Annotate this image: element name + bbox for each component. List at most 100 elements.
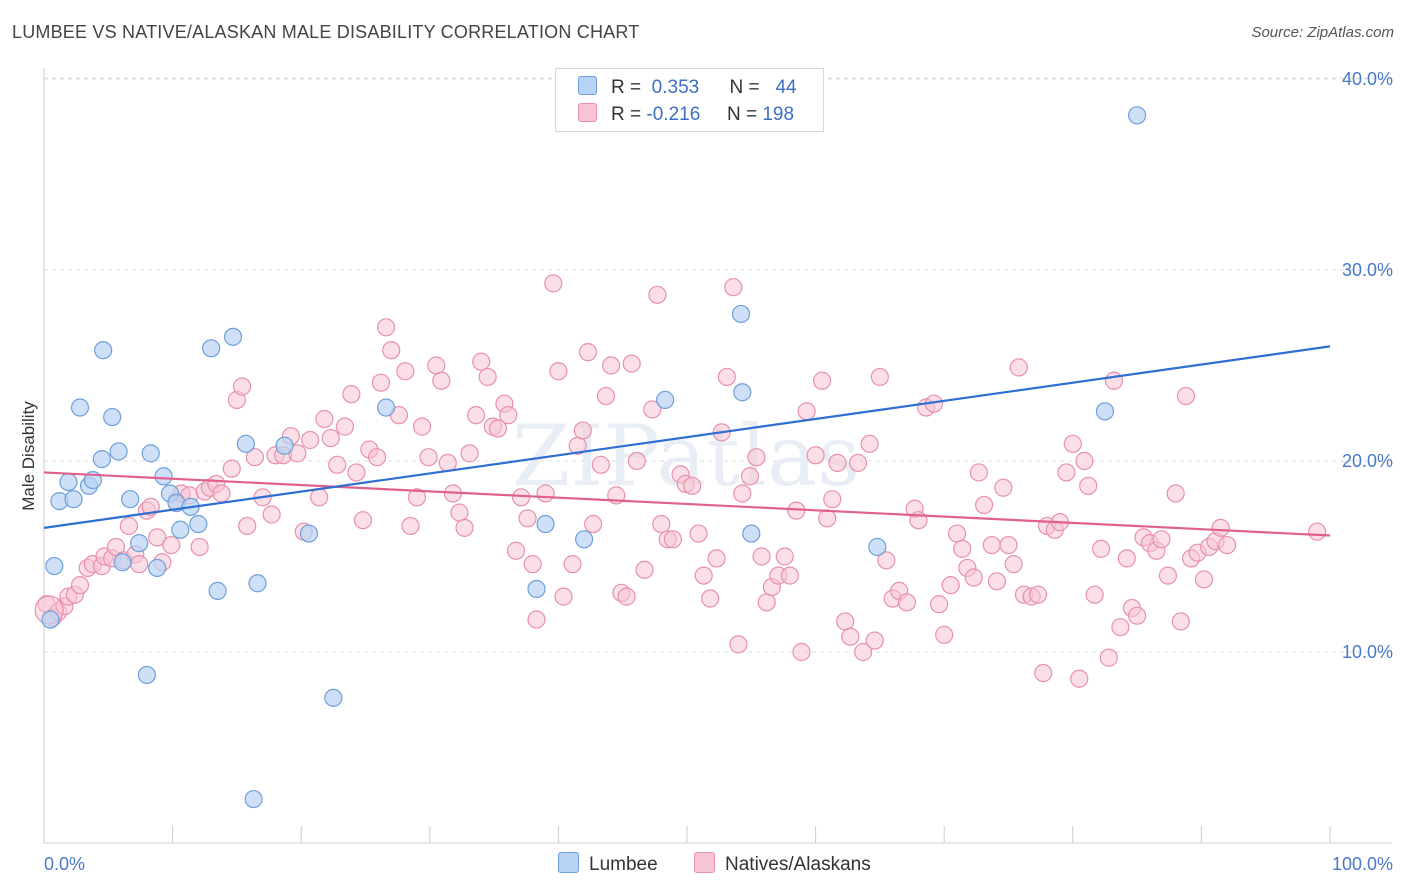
- natives-point: [1308, 522, 1327, 541]
- natives-point: [643, 400, 662, 419]
- natives-point: [870, 367, 890, 387]
- natives-point: [627, 451, 646, 471]
- lumbee-point: [171, 520, 190, 539]
- natives-point: [617, 587, 636, 606]
- natives-point: [549, 362, 568, 381]
- natives-point: [775, 547, 794, 566]
- natives-point: [301, 430, 320, 450]
- lumbee-point: [130, 534, 149, 553]
- natives-point: [367, 448, 387, 467]
- lumbee-point: [41, 610, 60, 629]
- natives-point: [854, 642, 873, 662]
- lumbee-point: [248, 574, 267, 593]
- lumbee-point: [202, 339, 221, 358]
- natives-point: [865, 631, 884, 650]
- natives-point: [1099, 648, 1118, 667]
- lumbee-point: [148, 558, 167, 578]
- legend-n-label: N =: [729, 77, 760, 98]
- natives-point: [729, 635, 748, 654]
- natives-point: [635, 560, 654, 579]
- natives-point: [427, 356, 446, 375]
- natives-point: [1085, 585, 1104, 604]
- natives-point: [232, 377, 252, 396]
- lumbee-point: [154, 467, 173, 486]
- lumbee-point: [113, 553, 132, 572]
- lumbee-point: [868, 537, 887, 557]
- lumbee-point: [536, 514, 555, 534]
- axes: [43, 68, 1392, 844]
- natives-point: [472, 352, 491, 371]
- natives-point: [602, 356, 621, 375]
- natives-point: [584, 514, 603, 534]
- lumbee-point: [103, 407, 122, 427]
- natives-point: [466, 406, 486, 425]
- source-label: Source: ZipAtlas.com: [1251, 24, 1394, 41]
- y-tick-label: 10.0%: [1342, 642, 1393, 662]
- natives-point: [596, 386, 616, 406]
- natives-point: [512, 488, 531, 507]
- natives-point: [438, 453, 457, 473]
- natives-point: [554, 587, 573, 606]
- natives-point: [573, 421, 592, 440]
- natives-point: [707, 549, 726, 568]
- natives-point: [841, 627, 860, 646]
- lumbee-point: [656, 390, 675, 409]
- natives-point: [1194, 570, 1214, 589]
- natives-point: [262, 505, 281, 524]
- natives-point: [315, 409, 334, 429]
- natives-point: [747, 448, 766, 467]
- lumbee-point: [70, 398, 90, 417]
- natives-point: [652, 514, 671, 534]
- natives-point: [1057, 463, 1076, 482]
- bottom-legend-lumbee: Lumbee: [558, 852, 658, 876]
- lumbee-point: [121, 490, 140, 509]
- natives-point: [1152, 530, 1171, 549]
- lumbee-point: [731, 304, 751, 324]
- natives-point: [757, 593, 776, 612]
- legend-n-value: 198: [762, 104, 795, 125]
- x-tick-label: 100.0%: [1332, 854, 1393, 874]
- natives-point: [999, 535, 1018, 555]
- lumbee-point: [137, 665, 156, 685]
- natives-point: [342, 385, 361, 404]
- natives-point: [460, 444, 479, 463]
- chart-title: LUMBEE VS NATIVE/ALASKAN MALE DISABILITY…: [12, 22, 640, 42]
- y-tick-label: 40.0%: [1342, 69, 1393, 89]
- legend-row-natives: R = -0.216 N = 198: [578, 103, 794, 127]
- natives-point: [1079, 476, 1098, 495]
- natives-point: [648, 285, 667, 304]
- natives-point: [499, 406, 518, 425]
- legend-n-label: N =: [726, 104, 758, 125]
- y-axis-label: Male Disability: [19, 401, 38, 511]
- natives-point: [518, 509, 537, 528]
- natives-point: [506, 541, 526, 560]
- natives-point: [1166, 484, 1185, 503]
- lumbee-point: [109, 442, 128, 461]
- natives-point: [897, 593, 917, 612]
- natives-point: [106, 537, 126, 557]
- lumbee-point: [141, 444, 160, 463]
- natives-point: [119, 516, 138, 536]
- natives-point: [836, 612, 855, 631]
- natives-point: [1063, 434, 1082, 453]
- natives-point: [310, 488, 329, 507]
- lumbee-points: [41, 106, 1147, 809]
- natives-point: [982, 535, 1001, 555]
- natives-point: [724, 278, 743, 297]
- natives-point: [523, 555, 542, 574]
- natives-point: [689, 524, 708, 543]
- natives-point: [1176, 386, 1196, 406]
- natives-point: [536, 484, 555, 503]
- lumbee-legend-label: Lumbee: [589, 854, 658, 875]
- legend-r-value: -0.216: [646, 104, 701, 125]
- natives-point: [848, 453, 868, 473]
- natives-point: [371, 373, 391, 392]
- natives-point: [812, 371, 832, 390]
- natives-point: [148, 528, 167, 547]
- natives-point: [328, 455, 347, 474]
- lumbee-trend-line: [43, 345, 1331, 529]
- natives-point: [1111, 618, 1130, 637]
- lumbee-point: [45, 556, 64, 576]
- natives-point: [1158, 566, 1178, 585]
- x-tick-label: 0.0%: [44, 854, 85, 874]
